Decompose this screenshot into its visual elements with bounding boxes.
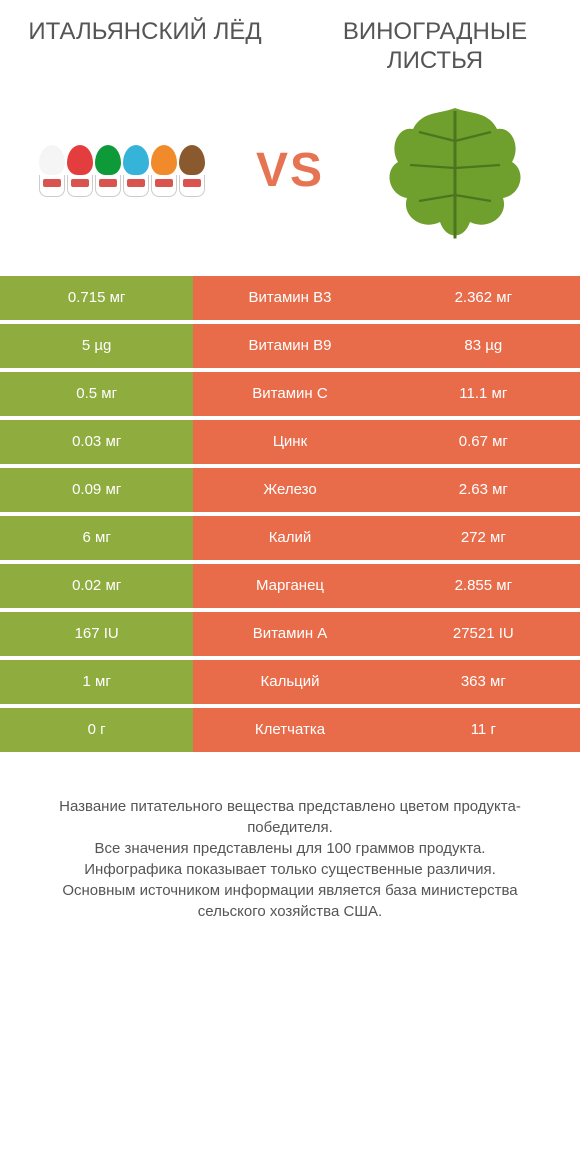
value-left: 6 мг [0, 516, 193, 560]
value-right: 83 µg [387, 324, 580, 368]
value-left: 0 г [0, 708, 193, 752]
nutrient-label: Витамин A [193, 612, 386, 656]
table-row: 167 IUВитамин A27521 IU [0, 612, 580, 660]
title-right: ВИНОГРАДНЫЕ ЛИСТЬЯ [310, 18, 560, 76]
nutrient-label: Калий [193, 516, 386, 560]
nutrient-label: Витамин B3 [193, 276, 386, 320]
nutrient-label: Цинк [193, 420, 386, 464]
ice-cone-icon [175, 145, 209, 197]
nutrient-label: Клетчатка [193, 708, 386, 752]
table-row: 6 мгКалий272 мг [0, 516, 580, 564]
nutrient-table: 0.715 мгВитамин B32.362 мг5 µgВитамин B9… [0, 276, 580, 756]
table-row: 0.09 мгЖелезо2.63 мг [0, 468, 580, 516]
nutrient-label: Кальций [193, 660, 386, 704]
value-right: 272 мг [387, 516, 580, 560]
footer-notes: Название питательного вещества представл… [0, 756, 580, 942]
value-left: 0.715 мг [0, 276, 193, 320]
value-right: 11.1 мг [387, 372, 580, 416]
grape-leaf-icon [380, 96, 530, 246]
table-row: 0.02 мгМарганец2.855 мг [0, 564, 580, 612]
nutrient-label: Железо [193, 468, 386, 512]
table-row: 0.715 мгВитамин B32.362 мг [0, 276, 580, 324]
table-row: 0.5 мгВитамин C11.1 мг [0, 372, 580, 420]
infographic: ИТАЛЬЯНСКИЙ ЛЁД ВИНОГРАДНЫЕ ЛИСТЬЯ VS 0.… [0, 0, 580, 942]
value-left: 0.02 мг [0, 564, 193, 608]
value-right: 0.67 мг [387, 420, 580, 464]
value-right: 2.362 мг [387, 276, 580, 320]
nutrient-label: Марганец [193, 564, 386, 608]
vs-label: VS [256, 143, 324, 198]
value-left: 1 мг [0, 660, 193, 704]
value-left: 167 IU [0, 612, 193, 656]
table-row: 0.03 мгЦинк0.67 мг [0, 420, 580, 468]
nutrient-label: Витамин B9 [193, 324, 386, 368]
title-row: ИТАЛЬЯНСКИЙ ЛЁД ВИНОГРАДНЫЕ ЛИСТЬЯ [0, 0, 580, 86]
value-right: 2.855 мг [387, 564, 580, 608]
value-right: 2.63 мг [387, 468, 580, 512]
value-right: 27521 IU [387, 612, 580, 656]
value-left: 0.09 мг [0, 468, 193, 512]
footer-line: Основным источником информации является … [30, 880, 550, 922]
value-right: 11 г [387, 708, 580, 752]
image-vs-row: VS [0, 86, 580, 276]
footer-line: Инфографика показывает только существенн… [30, 859, 550, 880]
image-left [20, 145, 230, 197]
footer-line: Все значения представлены для 100 граммо… [30, 838, 550, 859]
table-row: 0 гКлетчатка11 г [0, 708, 580, 756]
italian-ice-icon [41, 145, 209, 197]
nutrient-label: Витамин C [193, 372, 386, 416]
footer-line: Название питательного вещества представл… [30, 796, 550, 838]
table-row: 5 µgВитамин B983 µg [0, 324, 580, 372]
title-left: ИТАЛЬЯНСКИЙ ЛЁД [20, 18, 270, 76]
value-left: 5 µg [0, 324, 193, 368]
value-left: 0.5 мг [0, 372, 193, 416]
value-right: 363 мг [387, 660, 580, 704]
image-right [350, 96, 560, 246]
value-left: 0.03 мг [0, 420, 193, 464]
table-row: 1 мгКальций363 мг [0, 660, 580, 708]
